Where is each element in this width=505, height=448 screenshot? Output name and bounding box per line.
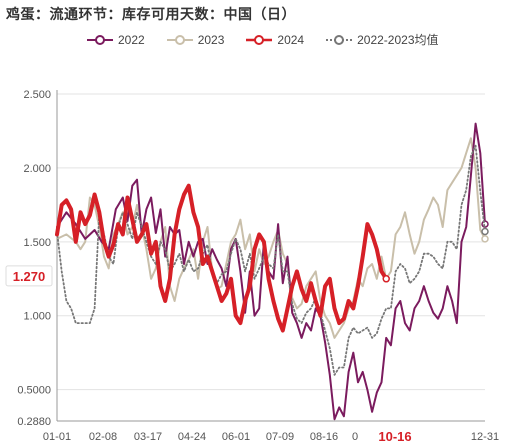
- legend-item-2022[interactable]: 2022: [87, 31, 145, 48]
- y-tick-label: 1.000: [23, 311, 51, 323]
- legend-label-mean: 2022-2023均值: [357, 33, 439, 47]
- current-value-label: 1.270: [13, 269, 46, 284]
- series-end-marker-2024: [382, 275, 390, 283]
- x-tick-label: 06-01: [222, 431, 250, 443]
- legend: 2022 2023 2024 2022-2023均值: [87, 31, 461, 48]
- current-date-label: 10-16: [378, 429, 411, 444]
- x-tick-label: 08-16: [310, 431, 338, 443]
- series-end-marker-2023: [481, 235, 489, 243]
- x-tick-label: 0: [352, 431, 358, 443]
- legend-item-2023[interactable]: 2023: [166, 31, 225, 48]
- y-tick-label: 1.500: [23, 237, 51, 249]
- series-line-2023: [56, 137, 486, 339]
- y-tick-label: 2.000: [23, 163, 51, 175]
- chart-title: 鸡蛋：流通环节：库存可用天数：中国（日）: [6, 7, 296, 23]
- x-tick-label: 01-01: [43, 431, 71, 443]
- legend-label-2023: 2023: [197, 32, 225, 47]
- legend-item-2024[interactable]: 2024: [246, 31, 304, 48]
- legend-swatch-mean: [326, 34, 353, 45]
- x-tick-label: 04-24: [178, 431, 206, 443]
- y-tick-label: 0.2880: [17, 416, 51, 428]
- series-end-marker-2022-2023均值: [481, 227, 489, 236]
- series-line-2022-2023均值: [56, 144, 486, 376]
- legend-label-2022: 2022: [118, 32, 145, 47]
- legend-swatch-2022: [87, 34, 113, 45]
- x-tick-label: 02-08: [89, 431, 117, 443]
- y-tick-label: 0.5000: [17, 385, 51, 397]
- x-tick-label: 03-17: [134, 431, 162, 443]
- series-line-2024: [55, 183, 389, 333]
- legend-swatch-2023: [166, 34, 193, 45]
- y-tick-label: 2.500: [23, 89, 51, 101]
- x-tick-label: 07-09: [266, 431, 294, 443]
- legend-swatch-2024: [246, 34, 273, 45]
- x-tick-label: 12-31: [471, 431, 499, 443]
- legend-label-2024: 2024: [277, 32, 305, 47]
- current-value-badge: [5, 265, 53, 287]
- series-line-2022: [56, 122, 486, 421]
- legend-item-mean[interactable]: 2022-2023均值: [326, 31, 439, 48]
